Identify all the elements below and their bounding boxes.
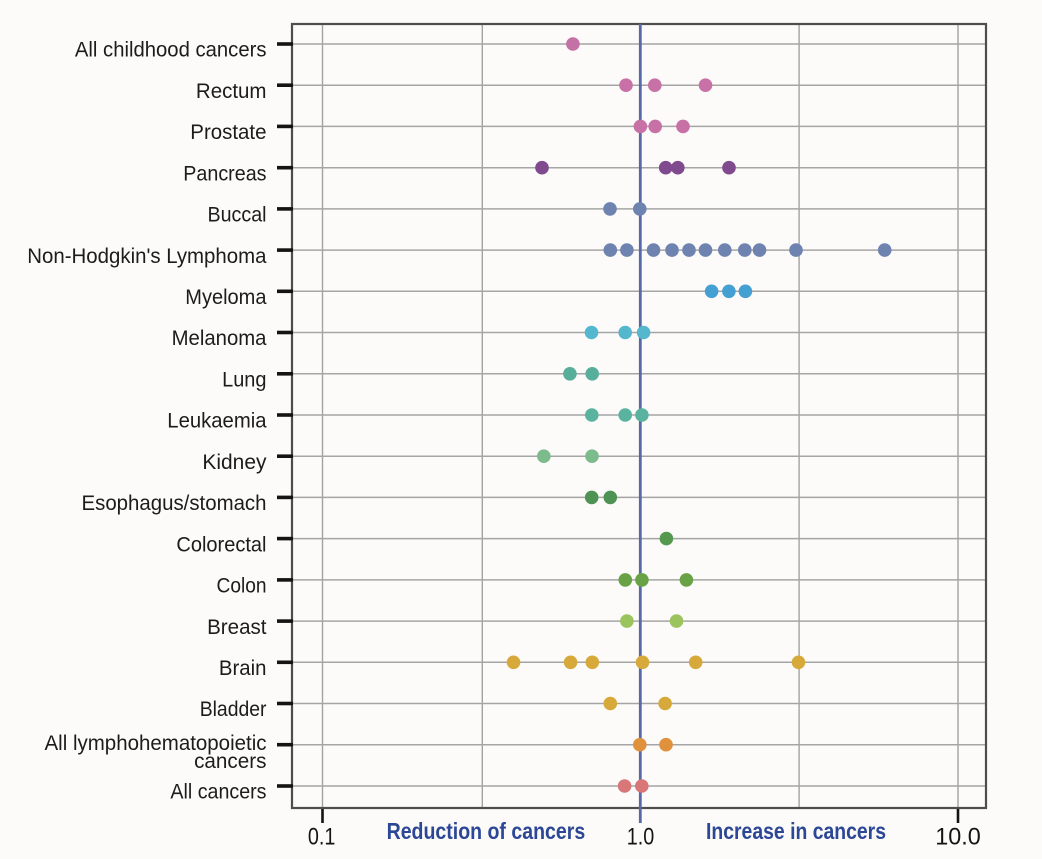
svg-text:Esophagus/stomach: Esophagus/stomach xyxy=(82,492,267,515)
svg-text:Brain: Brain xyxy=(219,657,267,680)
svg-text:All lymphohematopoietic: All lymphohematopoietic xyxy=(45,732,267,755)
svg-text:Kidney: Kidney xyxy=(202,451,267,474)
svg-text:0.1: 0.1 xyxy=(308,824,336,851)
svg-text:Lung: Lung xyxy=(222,369,266,392)
svg-text:Colon: Colon xyxy=(217,575,267,598)
svg-text:Buccal: Buccal xyxy=(208,204,267,227)
svg-text:All cancers: All cancers xyxy=(170,781,266,804)
svg-text:Melanoma: Melanoma xyxy=(172,327,267,350)
svg-text:Leukaemia: Leukaemia xyxy=(167,410,267,433)
svg-text:Rectum: Rectum xyxy=(196,80,267,103)
svg-text:Colorectal: Colorectal xyxy=(176,533,266,556)
svg-text:1.0: 1.0 xyxy=(627,824,655,851)
svg-text:Reduction of cancers: Reduction of cancers xyxy=(387,818,586,844)
svg-text:Breast: Breast xyxy=(207,616,267,639)
svg-text:Prostate: Prostate xyxy=(190,121,266,144)
svg-text:10.0: 10.0 xyxy=(935,824,981,851)
svg-text:Myeloma: Myeloma xyxy=(185,286,266,309)
svg-text:Bladder: Bladder xyxy=(200,698,267,721)
svg-text:Pancreas: Pancreas xyxy=(183,162,266,185)
svg-text:All childhood cancers: All childhood cancers xyxy=(75,39,267,62)
svg-text:cancers: cancers xyxy=(194,750,266,773)
svg-text:Increase in cancers: Increase in cancers xyxy=(706,818,886,844)
svg-text:Non-Hodgkin's Lymphoma: Non-Hodgkin's Lymphoma xyxy=(27,245,267,268)
